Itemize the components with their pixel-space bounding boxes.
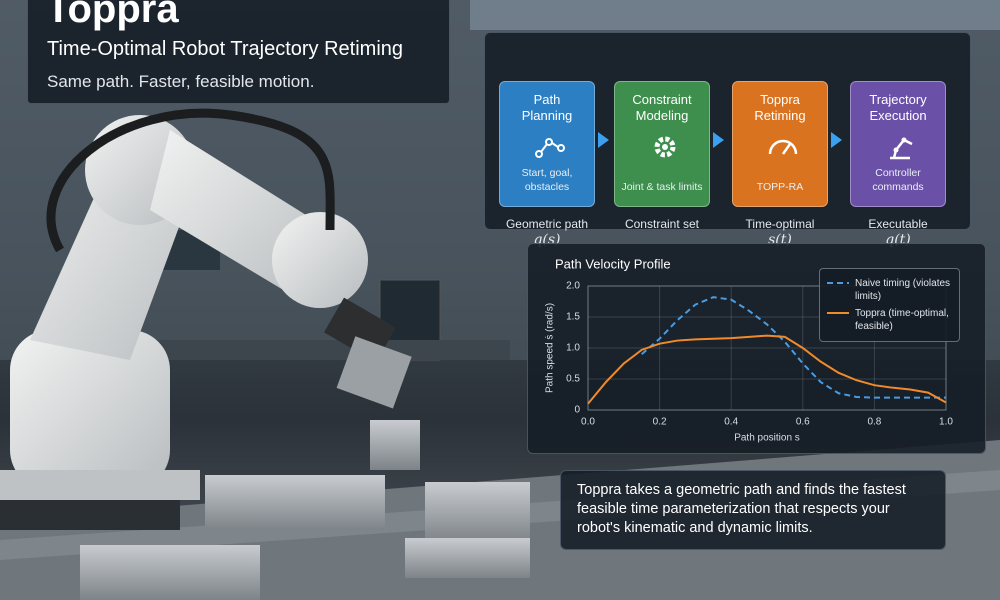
legend-swatch: [827, 312, 849, 314]
tagline: Same path. Faster, feasible motion.: [47, 72, 315, 91]
legend-entry: Naive timing (violates limits): [820, 275, 959, 305]
step-description: Controller commands: [872, 167, 924, 193]
y-axis-label: Path speed ṡ (rad/s): [545, 303, 556, 393]
legend-entry: Toppra (time-optimal, feasible): [820, 305, 959, 335]
step-description: Start, goal, obstacles: [521, 167, 573, 193]
caption-panel: Toppra takes a geometric path and finds …: [560, 470, 946, 550]
chart-title: Path Velocity Profile: [555, 256, 671, 271]
pipeline-panel: Path Planning Start, goal, obstacles Geome…: [484, 32, 971, 248]
pipeline-step: Trajectory Execution Controller commands: [850, 81, 946, 207]
legend-label: Toppra (time-optimal, feasible): [855, 308, 949, 332]
x-tick-label: 0.4: [724, 417, 738, 428]
y-tick-label: 1.5: [566, 312, 580, 323]
series-line: [587, 334, 947, 405]
chart-panel: Path Velocity Profile 0 0.5 1.0 1.5 2.0 0.0 0.2…: [527, 243, 986, 454]
legend-label: Naive timing (violates limits): [855, 278, 951, 302]
chart: Path Velocity Profile 0 0.5 1.0 1.5 2.0 0.0 0.2…: [545, 256, 954, 444]
x-axis-label: Path position s: [734, 433, 800, 444]
step-description: TOPP-RA: [756, 181, 804, 193]
step-title: Constraint Modeling: [632, 92, 692, 123]
x-tick-label: 0.2: [653, 417, 667, 428]
x-tick-label: 0.6: [796, 417, 810, 428]
step-title: Trajectory Execution: [869, 92, 927, 123]
plot-frame: [587, 285, 947, 411]
step-output: Constraint set: [624, 217, 700, 231]
step-output: Executable: [868, 217, 928, 231]
y-tick-label: 2.0: [566, 281, 580, 292]
flow-arrow: [713, 132, 724, 148]
y-tick-label: 0.5: [566, 374, 580, 385]
pipeline-step: Toppra Retiming TOPP-RA: [732, 81, 828, 207]
step-icon: [890, 137, 913, 160]
step-title: Toppra Retiming: [754, 92, 806, 123]
x-tick-label: 0.0: [581, 417, 595, 428]
step-description: Joint & task limits: [621, 181, 703, 193]
flow-arrow: [598, 132, 609, 148]
series-line: [641, 296, 946, 399]
step-output: Geometric path: [505, 217, 589, 231]
header-panel: Toppra Time-Optimal Robot Trajectory Ret…: [27, 0, 450, 104]
flow-arrow: [831, 132, 842, 148]
caption: Toppra takes a geometric path and finds …: [577, 482, 906, 536]
step-icon: [654, 136, 676, 158]
legend: Naive timing (violates limits) Toppra (ti…: [819, 268, 960, 342]
y-tick-label: 0: [574, 405, 580, 416]
legend-swatch: [827, 282, 849, 284]
step-output: Time-optimal: [745, 217, 815, 231]
step-icon: [535, 138, 565, 158]
step-title: Path Planning: [521, 92, 573, 123]
y-tick-label: 1.0: [566, 343, 580, 354]
pipeline-step: Path Planning Start, goal, obstacles: [499, 81, 595, 207]
subtitle: Time-Optimal Robot Trajectory Retiming: [47, 38, 404, 60]
x-tick-label: 1.0: [939, 417, 953, 428]
title: Toppra: [46, 0, 179, 31]
x-tick-label: 0.8: [867, 417, 881, 428]
step-icon: [768, 139, 798, 155]
pipeline-step: Constraint Modeling Joint & task limits: [614, 81, 710, 207]
